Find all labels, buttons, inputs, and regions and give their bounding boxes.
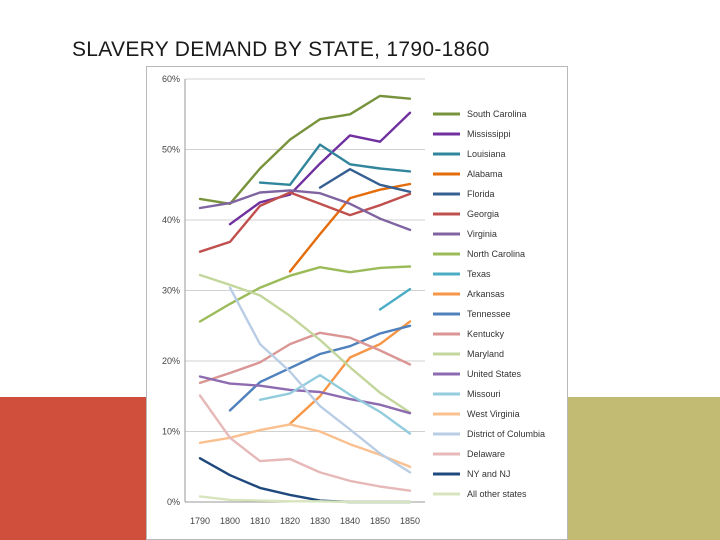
series-line-missouri (258, 373, 412, 435)
line-chart-panel: 0% 10% 20% 30% 40% 50% 60% 1790 1800 1810 1820 1830… (146, 66, 568, 540)
y-tick-label: 60% (162, 74, 180, 84)
series-line-florida (318, 168, 412, 193)
series-line-north-carolina (198, 265, 412, 323)
series-lines (198, 94, 412, 504)
y-tick-label: 10% (162, 427, 180, 437)
series-line-texas (378, 287, 412, 311)
line-chart: 0% 10% 20% 30% 40% 50% 60% 1790 1800 1810 1820 1830… (162, 74, 545, 526)
y-tick-label: 30% (162, 286, 180, 296)
legend-label: District of Columbia (467, 429, 545, 439)
decorative-red-block (0, 397, 146, 540)
series-line-georgia (198, 191, 412, 253)
legend-label: Virginia (467, 229, 497, 239)
series-line-mississippi (228, 111, 412, 226)
legend-label: Florida (467, 189, 495, 199)
series-line-south-carolina (198, 94, 412, 205)
legend-label: Georgia (467, 209, 499, 219)
x-tick-label: 1840 (340, 516, 360, 526)
legend-label: Texas (467, 269, 491, 279)
legend-label: West Virginia (467, 409, 520, 419)
series-line-all-other-states (198, 495, 412, 504)
x-tick-label: 1820 (280, 516, 300, 526)
legend: South Carolina Mississippi Louisiana Alabam… (433, 109, 545, 499)
series-line-arkansas (288, 320, 412, 425)
series-line-virginia (198, 189, 412, 232)
series-line-delaware (198, 394, 412, 492)
legend-label: Tennessee (467, 309, 511, 319)
slide-title: SLAVERY DEMAND BY STATE, 1790-1860 (72, 38, 490, 61)
decorative-olive-block (568, 397, 720, 540)
series-line-alabama (288, 182, 412, 273)
series-line-louisiana (258, 143, 412, 186)
series-line-tennessee (228, 324, 412, 412)
legend-label: Missouri (467, 389, 501, 399)
x-tick-label: 1850 (370, 516, 390, 526)
legend-label: Arkansas (467, 289, 505, 299)
y-tick-label: 50% (162, 145, 180, 155)
axes: 0% 10% 20% 30% 40% 50% 60% 1790 1800 1810 1820 1830… (162, 74, 420, 526)
x-tick-label: 1850 (400, 516, 420, 526)
legend-label: South Carolina (467, 109, 527, 119)
y-tick-label: 40% (162, 215, 180, 225)
legend-label: Louisiana (467, 149, 506, 159)
legend-label: Alabama (467, 169, 503, 179)
series-line-kentucky (198, 331, 412, 385)
legend-label: Mississippi (467, 129, 511, 139)
y-tick-label: 20% (162, 356, 180, 366)
series-line-district-of-columbia (228, 286, 412, 474)
series-line-maryland (198, 273, 412, 414)
legend-label: Maryland (467, 349, 504, 359)
legend-label: NY and NJ (467, 469, 510, 479)
legend-label: Delaware (467, 449, 505, 459)
legend-label: All other states (467, 489, 527, 499)
x-tick-label: 1830 (310, 516, 330, 526)
series-line-west-virginia (198, 423, 412, 468)
x-tick-label: 1810 (250, 516, 270, 526)
legend-label: North Carolina (467, 249, 525, 259)
legend-label: Kentucky (467, 329, 505, 339)
x-tick-label: 1800 (220, 516, 240, 526)
legend-label: United States (467, 369, 522, 379)
series-line-united-states (198, 375, 412, 415)
x-tick-label: 1790 (190, 516, 210, 526)
y-tick-label: 0% (167, 497, 180, 507)
